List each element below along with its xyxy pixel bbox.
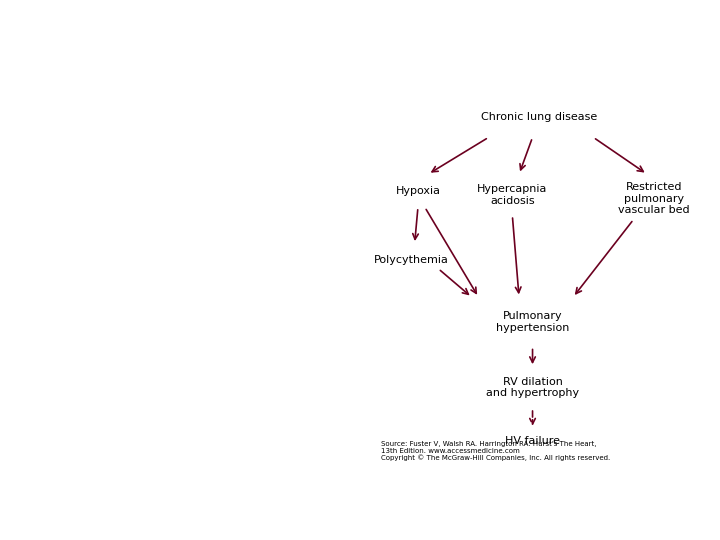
Text: •  Multiple causative factors, including: • Multiple causative factors, including	[18, 84, 474, 107]
Text: may predispose to more severe PH in: may predispose to more severe PH in	[99, 397, 392, 413]
Text: 1. Circulation. 2003;108:1839–44: 1. Circulation. 2003;108:1839–44	[450, 508, 706, 523]
Text: Hypercapnia
acidosis: Hypercapnia acidosis	[477, 184, 547, 206]
Text: HV failure: HV failure	[505, 436, 560, 446]
Text: ▷  alveolar hypoxia induced pulmonary
    vasoconstriction: ▷ alveolar hypoxia induced pulmonary vas…	[42, 113, 357, 146]
Text: ▷  Acidemia & hypercarbia: ▷ Acidemia & hypercarbia	[42, 146, 257, 161]
Text: polymorphism,: polymorphism,	[13, 397, 127, 413]
Text: hypoxia is the most important: hypoxia is the most important	[108, 297, 392, 316]
Text: ▷  compression of pulmonary vessels by high
    lung volume: ▷ compression of pulmonary vessels by hi…	[42, 177, 407, 210]
Text: 1: 1	[194, 416, 202, 426]
Text: hypoxemic patients with COPD: hypoxemic patients with COPD	[13, 422, 254, 437]
Text: 5-HTT: 5-HTT	[306, 373, 351, 388]
Text: Polycythemia: Polycythemia	[374, 255, 449, 265]
Text: Hypoxia: Hypoxia	[395, 186, 441, 195]
Text: Recently a genetic predisposition as a result of: Recently a genetic predisposition as a r…	[13, 373, 377, 388]
Text: Of these,: Of these,	[42, 297, 133, 316]
FancyBboxPatch shape	[0, 0, 720, 73]
Text: RV dilation
and hypertrophy: RV dilation and hypertrophy	[486, 377, 579, 399]
Text: Source: Fuster V, Walsh RA. Harrington RA: Hurst's The Heart,
13th Edition. www.: Source: Fuster V, Walsh RA. Harrington R…	[381, 441, 610, 462]
Text: PATHOGENESIS: PATHOGENESIS	[16, 20, 325, 53]
FancyBboxPatch shape	[371, 68, 708, 478]
Text: .: .	[199, 422, 204, 437]
Text: ▷  loss of small vessels in regions of the
    emphysema and lung destruction: ▷ loss of small vessels in regions of th…	[42, 216, 364, 248]
Text: factor.: factor.	[42, 327, 101, 346]
Text: Restricted
pulmonary
vascular bed: Restricted pulmonary vascular bed	[618, 182, 690, 215]
Text: Pulmonary
hypertension: Pulmonary hypertension	[496, 311, 570, 333]
Text: ▷  ↑blood viscosity (polycythemia).: ▷ ↑blood viscosity (polycythemia).	[42, 249, 328, 265]
Text: Chronic lung disease: Chronic lung disease	[481, 112, 598, 122]
